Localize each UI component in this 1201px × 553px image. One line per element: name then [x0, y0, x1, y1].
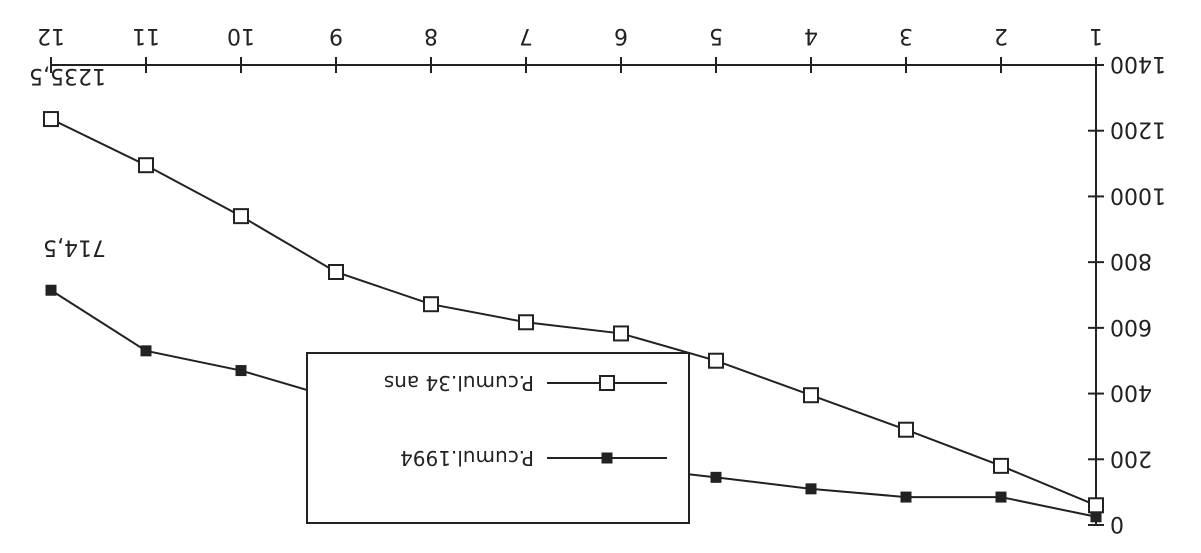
data-point	[43, 111, 59, 128]
legend-entries: P.cumul.1994 P.cumul.34 ans	[384, 371, 667, 470]
x-tick-label: 11	[132, 23, 160, 48]
x-tick-label: 9	[329, 23, 343, 48]
legend-box	[306, 352, 690, 524]
y-tick-label: 200	[1110, 445, 1152, 470]
legend-label: P.cumul.34 ans	[384, 371, 534, 395]
legend-entry: P.cumul.34 ans	[384, 371, 667, 395]
legend-swatch-marker	[599, 375, 615, 391]
y-tick-label: 1000	[1110, 182, 1166, 207]
x-tick-label: 6	[614, 23, 628, 48]
data-point	[803, 387, 819, 404]
data-point	[1088, 497, 1104, 514]
x-tick-label: 8	[424, 23, 438, 48]
data-point	[898, 421, 914, 438]
data-point	[140, 345, 152, 357]
series-2	[43, 111, 1104, 514]
x-tick-label: 3	[899, 23, 913, 48]
end-annotations: 714,5 1235,5	[29, 63, 106, 259]
data-point	[993, 457, 1009, 474]
x-tick-label: 10	[227, 23, 255, 48]
data-point	[423, 296, 439, 313]
end-value-label: 1235,5	[29, 63, 106, 88]
legend-label: P.cumul.1994	[400, 446, 534, 470]
data-point	[995, 491, 1007, 503]
x-tick-label: 5	[709, 23, 723, 48]
legend-entry: P.cumul.1994	[400, 446, 667, 470]
x-tick-label: 4	[804, 23, 818, 48]
data-point	[708, 352, 724, 369]
data-point	[805, 483, 817, 495]
y-ticks: 0 200 400 600 800 1000 1200 1400	[1088, 51, 1166, 536]
data-point	[138, 157, 154, 174]
x-tick-label: 2	[994, 23, 1008, 48]
x-tick-label: 1	[1089, 23, 1103, 48]
series-line	[50, 118, 1097, 507]
x-tick-label: 12	[37, 23, 65, 48]
y-tick-label: 800	[1110, 248, 1152, 273]
data-point	[613, 325, 629, 342]
y-tick-label: 400	[1110, 380, 1152, 405]
y-tick-label: 0	[1110, 511, 1124, 536]
axes	[51, 64, 1097, 525]
data-point	[235, 365, 247, 377]
y-tick-label: 600	[1110, 314, 1152, 339]
data-point	[710, 471, 722, 483]
data-point	[328, 264, 344, 280]
x-tick-label: 7	[519, 23, 533, 48]
data-point	[45, 284, 57, 296]
data-point	[518, 314, 534, 331]
data-point	[900, 491, 912, 503]
legend: P.cumul.1994 P.cumul.34 ans	[306, 352, 690, 524]
y-tick-label: 1400	[1110, 51, 1166, 76]
end-value-label: 714,5	[43, 234, 106, 259]
data-point	[233, 208, 249, 225]
y-tick-label: 1200	[1110, 117, 1166, 142]
legend-swatch-marker	[601, 452, 613, 464]
